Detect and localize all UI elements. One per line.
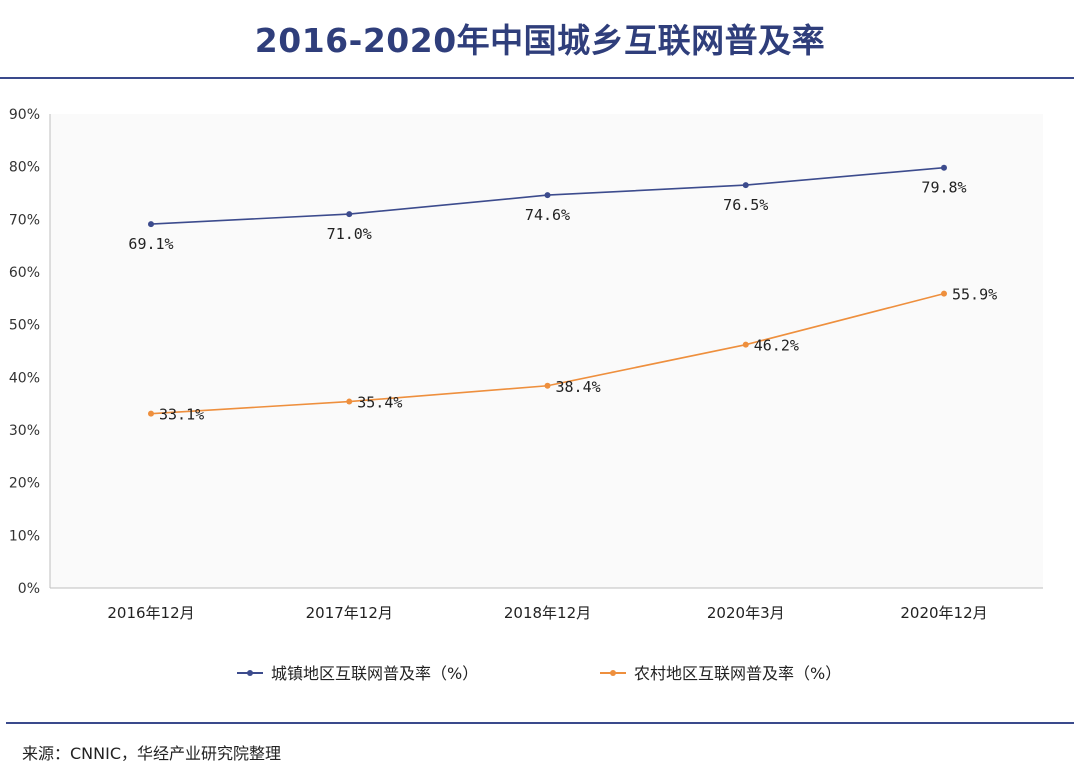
line-chart: 0% 10% 20% 30% 40% 50% 60% 70% 80% 90% 2016年12月 201… [9,107,1043,683]
source-note: 来源：CNNIC，华经产业研究院整理 [22,744,282,763]
data-label: 74.6% [525,206,570,224]
data-point [544,382,551,389]
data-label: 79.8% [921,179,966,197]
y-tick-label: 90% [9,107,40,123]
data-label: 46.2% [754,337,799,355]
data-label: 69.1% [128,235,173,253]
data-label: 35.4% [357,394,402,412]
data-point [148,410,154,417]
data-point [346,398,353,405]
data-point [148,221,154,228]
y-tick-label: 10% [9,528,40,544]
data-point [941,164,947,171]
y-tick-label: 50% [9,318,40,334]
y-tick-label: 60% [9,265,40,281]
y-tick-label: 30% [9,423,40,439]
y-tick-label: 70% [9,212,40,228]
data-point [544,192,551,199]
data-label: 38.4% [556,378,601,396]
data-label: 71.0% [327,225,372,243]
data-point [346,211,353,218]
plot-area [50,114,1043,588]
x-tick-label: 2017年12月 [306,604,393,622]
x-tick-label: 2020年3月 [707,604,785,622]
x-tick-label: 2016年12月 [107,604,194,622]
data-label: 76.5% [723,196,768,214]
footer-divider [6,722,1074,724]
legend-swatch-marker [610,670,616,676]
legend-label: 城镇地区互联网普及率（%） [271,664,478,683]
data-label: 55.9% [952,286,997,304]
x-tick-label: 2018年12月 [504,604,591,622]
legend-swatch-marker [247,670,253,676]
legend-label: 农村地区互联网普及率（%） [634,664,841,683]
x-tick-label: 2020年12月 [900,604,987,622]
data-label: 33.1% [159,406,204,424]
y-tick-label: 20% [9,476,40,492]
data-point [941,290,947,297]
title-divider [0,77,1074,79]
y-tick-label: 80% [9,160,40,176]
chart-title: 2016-2020年中国城乡互联网普及率 [254,21,826,60]
data-point [742,341,749,348]
data-point [742,182,749,189]
y-tick-label: 40% [9,370,40,386]
y-tick-label: 0% [18,581,40,597]
